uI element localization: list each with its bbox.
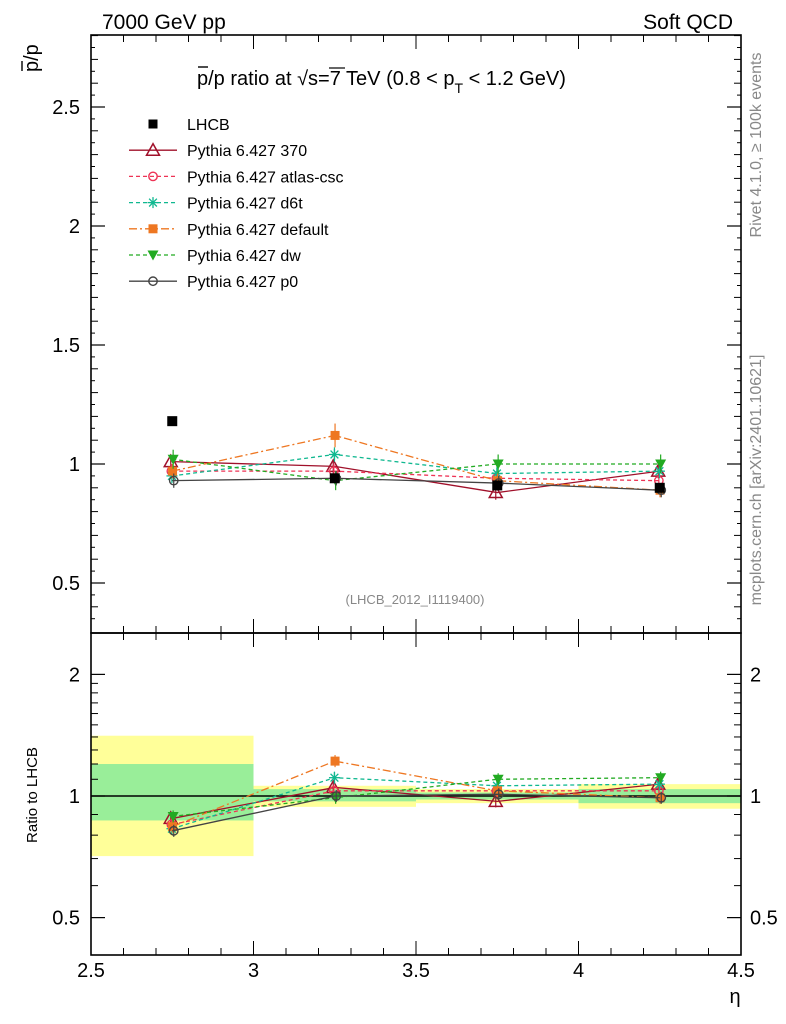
x-tick-label: 4.5 [727,960,755,982]
x-tick-label: 3 [248,960,259,982]
series-3 [168,423,665,498]
ratio-series-line [172,777,660,818]
mcplots-label: mcplots.cern.ch [arXiv:2401.10621] [748,355,765,606]
data-points [167,416,665,493]
ratio-series-point [331,791,342,801]
ratio-ytick-label-right: 2 [750,664,761,686]
x-tick-label: 4 [573,960,584,982]
ratio-plot-frame [90,632,742,956]
x-axis-label: η [729,986,740,1008]
series-1 [166,464,664,488]
series-line [172,477,660,491]
header-right: Soft QCD [643,11,733,34]
series-point [168,475,179,486]
legend-label: Pythia 6.427 d6t [187,196,303,213]
ratio-series-line [172,760,660,828]
series-point [167,454,179,465]
ratio-series-line [172,790,660,826]
x-tick-label: 3.5 [402,960,430,982]
legend-label: Pythia 6.427 370 [187,143,307,160]
ratio-series-line [172,777,660,830]
data-point [167,416,178,427]
rivet-label: Rivet 4.1.0, ≥ 100k events [748,53,765,238]
legend-label: Pythia 6.427 p0 [187,274,298,291]
legend-marker [145,142,161,156]
ratio-series-5 [168,788,667,837]
ratio-ytick-label: 1 [69,786,80,808]
ratio-series-point [493,789,504,800]
legend-label: Pythia 6.427 dw [187,248,301,265]
ratio-ytick-label-right: 0.5 [750,908,778,930]
ratio-series-line [172,793,660,832]
series-line [172,453,660,477]
data-point [654,482,665,493]
svg-text:p/p ratio at √s=7 TeV (0.8 < p: p/p ratio at √s=7 TeV (0.8 < pT < 1.2 Ge… [197,68,566,96]
svg-text:p/p: p/p [21,44,43,72]
legend-marker [148,171,158,182]
header-left: 7000 GeV pp [102,11,226,34]
legend-label: LHCB [187,117,230,134]
legend-label: Pythia 6.427 default [187,222,329,239]
legend-entry: Pythia 6.427 p0 [129,274,298,291]
ratio-plot-series [162,755,667,837]
series-line [172,434,660,491]
main-ytick-label: 1.5 [52,335,80,357]
data-point [329,473,340,484]
legend-marker [147,197,159,209]
data-point [492,480,503,491]
ratio-series-point [655,773,667,784]
ratio-ytick-label: 2 [69,664,80,686]
legend-marker [148,224,158,234]
legend-marker [147,250,159,261]
series-point [492,459,504,470]
legend-marker [148,276,158,287]
ratio-series-point [653,778,665,790]
main-ytick-label: 2 [69,216,80,238]
series-point [653,465,665,477]
ratio-series-point [655,793,665,803]
ratio-series-point [167,811,179,822]
main-title: p/p ratio at √s=7 TeV (0.8 < pT < 1.2 Ge… [197,66,566,96]
ratio-plot-axes: 0.5 0.5 1 1 2 2 2.5 3 3.5 4 4.5 [52,633,778,982]
ratio-ylabel: Ratio to LHCB [24,747,41,843]
series-0 [162,453,667,500]
main-ylabel: p/p [21,44,43,72]
ratio-series-point [168,825,179,836]
ratio-series-point [492,774,504,785]
series-2 [166,447,665,484]
analysis-watermark: (LHCB_2012_I1119400) [345,592,484,607]
series-line [172,460,660,494]
legend-marker [148,119,158,129]
legend-label: Pythia 6.427 atlas-csc [187,169,344,186]
main-ytick-label: 0.5 [52,573,80,595]
series-line [172,470,660,482]
x-tick-label: 2.5 [77,960,105,982]
legend: LHCB Pythia 6.427 370 Pythia 6.427 atlas-c… [129,117,344,291]
ratio-ytick-label-right: 1 [750,786,761,808]
legend-entry: Pythia 6.427 d6t [129,196,303,213]
ratio-series-point [330,756,340,766]
ratio-series-point [656,792,667,803]
legend-entry: Pythia 6.427 370 [129,142,307,160]
main-ytick-label: 1 [69,454,80,476]
main-plot-series [162,416,667,500]
main-ytick-label: 2.5 [52,97,80,119]
series-line [172,458,660,482]
ratio-series-point [328,772,340,784]
series-point [328,448,340,460]
legend-entry: Pythia 6.427 atlas-csc [129,169,344,186]
ratio-ytick-label: 0.5 [52,908,80,930]
series-point [330,430,340,440]
series-point [487,484,504,499]
series-point [655,459,667,470]
legend-entry: Pythia 6.427 dw [129,248,301,265]
series-point [168,466,178,476]
ratio-series-point [487,793,504,808]
legend-entry: Pythia 6.427 default [129,222,329,239]
legend-entry: LHCB [148,117,230,134]
